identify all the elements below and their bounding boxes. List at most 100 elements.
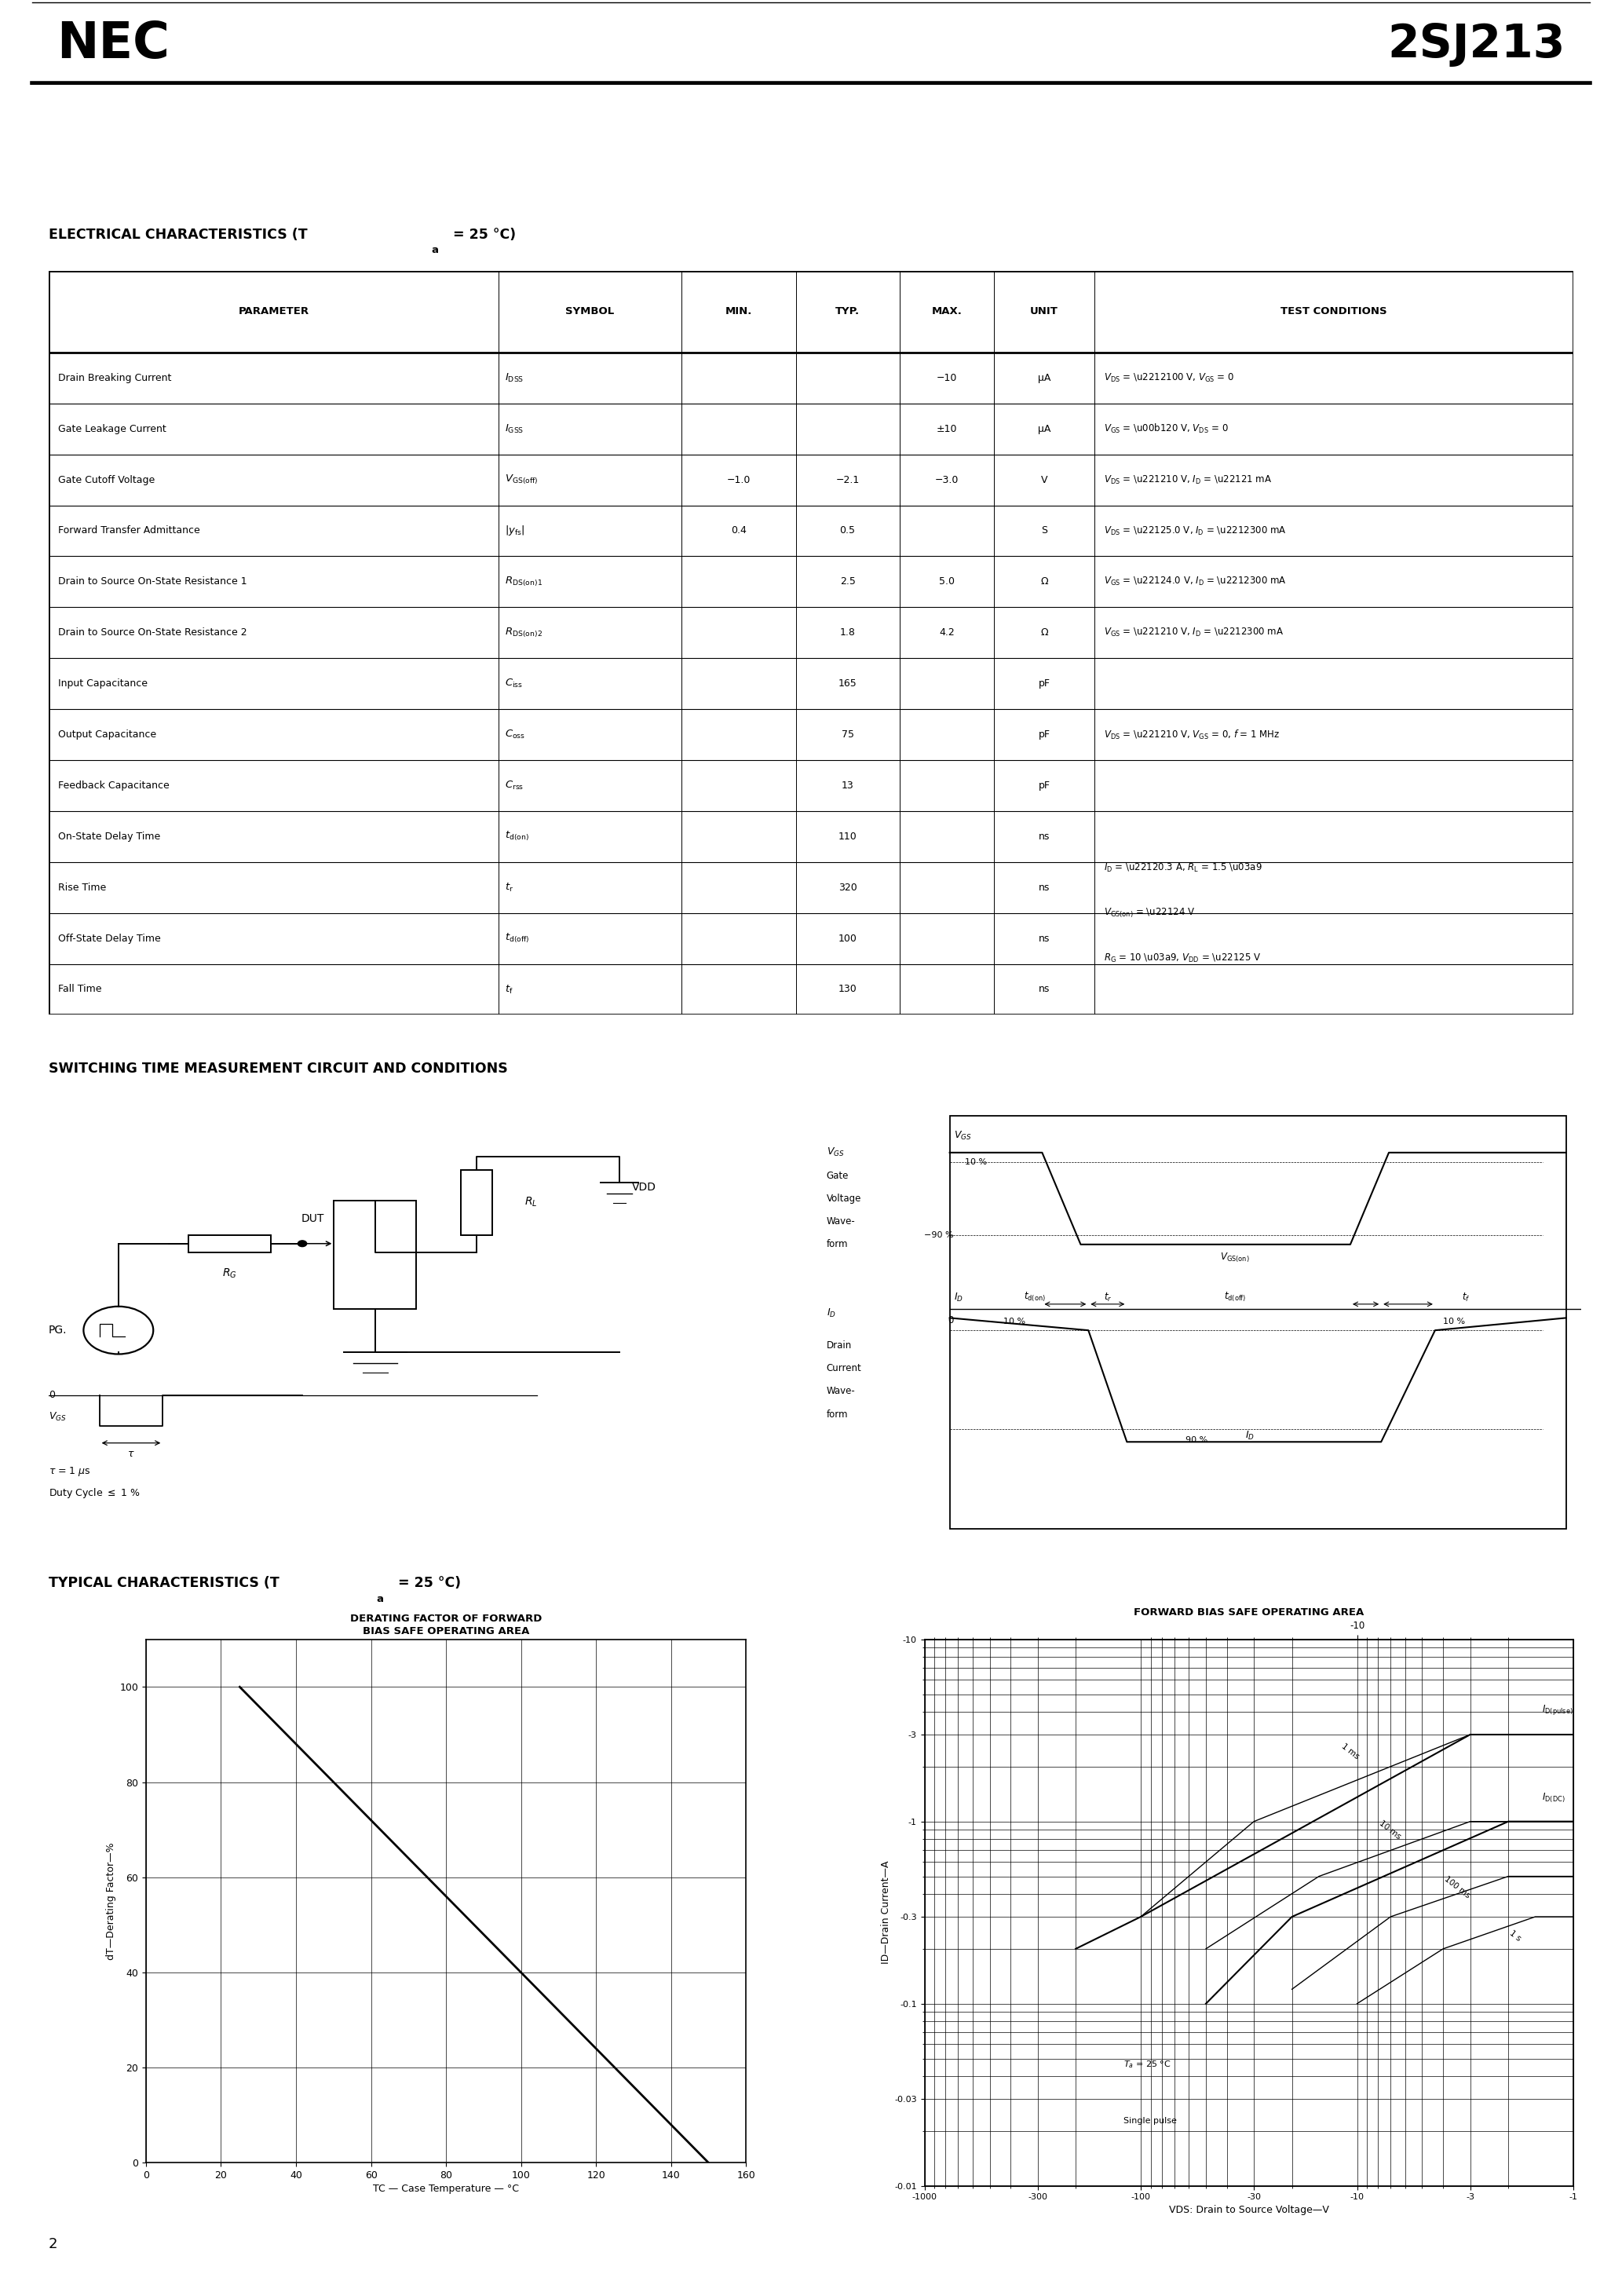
Text: $I_{\rm GSS}$: $I_{\rm GSS}$: [504, 422, 524, 434]
Text: 75: 75: [842, 730, 853, 739]
Circle shape: [298, 1240, 307, 1247]
Text: μA: μA: [1038, 372, 1051, 383]
Text: = 25 °C): = 25 °C): [393, 1575, 461, 1589]
Text: $R_G$: $R_G$: [222, 1267, 237, 1281]
Text: TYPICAL CHARACTERISTICS (T: TYPICAL CHARACTERISTICS (T: [49, 1575, 279, 1589]
Text: $t_{\rm d(on)}$: $t_{\rm d(on)}$: [1023, 1290, 1045, 1304]
Text: 0.5: 0.5: [840, 526, 855, 535]
Text: −2.1: −2.1: [835, 475, 860, 484]
Text: $V_{GS}$: $V_{GS}$: [954, 1130, 972, 1141]
Text: Wave-: Wave-: [826, 1217, 855, 1226]
Text: $V_{\rm GS(off)}$: $V_{\rm GS(off)}$: [504, 473, 539, 487]
Text: 1 s: 1 s: [1508, 1929, 1523, 1942]
Text: 2.5: 2.5: [840, 576, 855, 588]
Text: ns: ns: [1038, 882, 1049, 893]
Text: VDD: VDD: [633, 1182, 657, 1192]
Text: 130: 130: [839, 985, 856, 994]
Text: 165: 165: [839, 680, 856, 689]
Text: $V_{\rm DS}$ = \u2212100 V, $V_{\rm GS}$ = 0: $V_{\rm DS}$ = \u2212100 V, $V_{\rm GS}$…: [1103, 372, 1234, 383]
X-axis label: TC — Case Temperature — °C: TC — Case Temperature — °C: [373, 2183, 519, 2195]
Text: Fall Time: Fall Time: [58, 985, 102, 994]
Text: UNIT: UNIT: [1030, 308, 1059, 317]
Text: PG.: PG.: [49, 1325, 67, 1336]
Text: $\tau$ = 1 $\mu$s: $\tau$ = 1 $\mu$s: [49, 1465, 91, 1476]
Text: 1.8: 1.8: [840, 627, 855, 638]
Text: Rise Time: Rise Time: [58, 882, 105, 893]
Text: ns: ns: [1038, 932, 1049, 944]
Text: −3.0: −3.0: [934, 475, 959, 484]
Text: $I_D$: $I_D$: [1246, 1430, 1255, 1442]
Text: $I_D$: $I_D$: [826, 1306, 835, 1320]
Title: FORWARD BIAS SAFE OPERATING AREA: FORWARD BIAS SAFE OPERATING AREA: [1134, 1607, 1364, 1619]
Text: $V_{\rm DS}$ = \u221210 V, $V_{\rm GS}$ = 0, $f$ = 1 MHz: $V_{\rm DS}$ = \u221210 V, $V_{\rm GS}$ …: [1103, 728, 1280, 742]
Text: 10 %: 10 %: [1004, 1318, 1025, 1325]
Text: 0.4: 0.4: [732, 526, 746, 535]
Bar: [334, 1201, 417, 1309]
Text: ns: ns: [1038, 985, 1049, 994]
Text: Drain Breaking Current: Drain Breaking Current: [58, 372, 172, 383]
Text: $t_f$: $t_f$: [1461, 1290, 1470, 1304]
Text: μA: μA: [1038, 425, 1051, 434]
Text: ±10: ±10: [936, 425, 957, 434]
Y-axis label: ID—Drain Current—A: ID—Drain Current—A: [881, 1862, 890, 1963]
Text: $|y_{\rm fs}|$: $|y_{\rm fs}|$: [504, 523, 524, 537]
Text: Input Capacitance: Input Capacitance: [58, 680, 148, 689]
Text: 100 ms: 100 ms: [1444, 1876, 1471, 1899]
Text: Gate Leakage Current: Gate Leakage Current: [58, 425, 165, 434]
Text: $C_{\rm rss}$: $C_{\rm rss}$: [504, 781, 524, 792]
Text: 2SJ213: 2SJ213: [1387, 21, 1565, 67]
Text: 10 %: 10 %: [965, 1157, 988, 1166]
Text: $R_L$: $R_L$: [524, 1196, 537, 1210]
Text: Single pulse: Single pulse: [1124, 2117, 1178, 2126]
Text: $R_{\rm DS(on)1}$: $R_{\rm DS(on)1}$: [504, 576, 542, 588]
Text: $R_{\rm DS(on)2}$: $R_{\rm DS(on)2}$: [504, 627, 542, 638]
Text: = 25 °C): = 25 °C): [448, 227, 516, 241]
Text: Feedback Capacitance: Feedback Capacitance: [58, 781, 169, 790]
Text: pF: pF: [1038, 680, 1049, 689]
Text: a: a: [376, 1593, 383, 1605]
Text: $V_{\rm GS}$ = \u00b120 V, $V_{\rm DS}$ = 0: $V_{\rm GS}$ = \u00b120 V, $V_{\rm DS}$ …: [1103, 422, 1228, 436]
Text: Wave-: Wave-: [826, 1387, 855, 1396]
Text: 10 ms: 10 ms: [1379, 1818, 1403, 1841]
Text: 5.0: 5.0: [939, 576, 955, 588]
Text: TYP.: TYP.: [835, 308, 860, 317]
Text: ELECTRICAL CHARACTERISTICS (T: ELECTRICAL CHARACTERISTICS (T: [49, 227, 308, 241]
Text: a: a: [431, 246, 438, 255]
Text: 110: 110: [839, 831, 856, 843]
Text: Drain to Source On-State Resistance 1: Drain to Source On-State Resistance 1: [58, 576, 247, 588]
Text: $\tau$: $\tau$: [128, 1449, 135, 1458]
Text: $I_{\rm DSS}$: $I_{\rm DSS}$: [504, 372, 524, 383]
Text: −1.0: −1.0: [727, 475, 751, 484]
Text: $V_{\rm DS}$ = \u22125.0 V, $I_{\rm D}$ = \u2212300 mA: $V_{\rm DS}$ = \u22125.0 V, $I_{\rm D}$ …: [1103, 526, 1286, 537]
Text: TEST CONDITIONS: TEST CONDITIONS: [1281, 308, 1387, 317]
Text: ns: ns: [1038, 831, 1049, 843]
Text: $C_{\rm iss}$: $C_{\rm iss}$: [504, 677, 522, 689]
Text: $t_{\rm d(off)}$: $t_{\rm d(off)}$: [1223, 1290, 1246, 1304]
Title: DERATING FACTOR OF FORWARD
BIAS SAFE OPERATING AREA: DERATING FACTOR OF FORWARD BIAS SAFE OPE…: [350, 1614, 542, 1637]
Text: NEC: NEC: [57, 21, 170, 69]
Text: Duty Cycle $\leq$ 1 %: Duty Cycle $\leq$ 1 %: [49, 1486, 139, 1499]
Text: SWITCHING TIME MEASUREMENT CIRCUIT AND CONDITIONS: SWITCHING TIME MEASUREMENT CIRCUIT AND C…: [49, 1063, 508, 1077]
Text: $V_{\rm GS(on)}$ = \u22124 V: $V_{\rm GS(on)}$ = \u22124 V: [1103, 907, 1195, 918]
Text: Off-State Delay Time: Off-State Delay Time: [58, 932, 161, 944]
Text: On-State Delay Time: On-State Delay Time: [58, 831, 161, 843]
Text: form: form: [826, 1240, 848, 1249]
Text: DUT: DUT: [302, 1212, 324, 1224]
Text: −90 %: −90 %: [925, 1231, 954, 1240]
Text: $t_{\rm d(off)}$: $t_{\rm d(off)}$: [504, 932, 529, 946]
Text: $V_{\rm GS(on)}$: $V_{\rm GS(on)}$: [1220, 1251, 1249, 1265]
Text: pF: pF: [1038, 781, 1049, 790]
Text: Ω: Ω: [1040, 627, 1048, 638]
Text: $V_{GS}$: $V_{GS}$: [826, 1146, 843, 1159]
Text: Output Capacitance: Output Capacitance: [58, 730, 156, 739]
Text: PARAMETER: PARAMETER: [238, 308, 308, 317]
Text: Current: Current: [826, 1364, 861, 1373]
Text: $I_{\rm D(pulse)}$: $I_{\rm D(pulse)}$: [1543, 1704, 1573, 1717]
Text: 2: 2: [49, 2236, 58, 2252]
Text: Drain: Drain: [826, 1341, 852, 1350]
Text: Ω: Ω: [1040, 576, 1048, 588]
Text: Gate: Gate: [826, 1171, 848, 1180]
Text: 0: 0: [49, 1389, 55, 1401]
Text: MAX.: MAX.: [931, 308, 962, 317]
Bar: [461, 1171, 493, 1235]
